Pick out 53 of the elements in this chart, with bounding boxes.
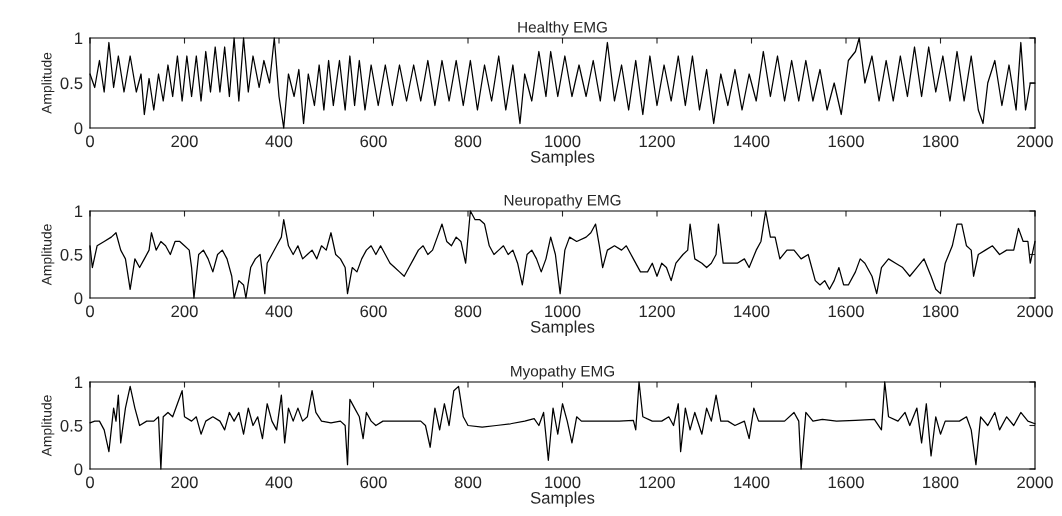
x-tick-label: 800 bbox=[454, 135, 482, 148]
x-tick-label: 2000 bbox=[1017, 135, 1053, 148]
x-tick-label: 1200 bbox=[639, 476, 675, 489]
x-tick-label: 1200 bbox=[639, 305, 675, 318]
y-tick-label: 0 bbox=[74, 292, 83, 305]
x-tick-label: 1000 bbox=[545, 305, 581, 318]
x-tick-label: 1400 bbox=[734, 476, 770, 489]
x-tick-label: 200 bbox=[171, 135, 198, 148]
x-tick-label: 1400 bbox=[734, 135, 770, 148]
y-axis-title: Amplitude bbox=[41, 395, 55, 457]
x-axis-title: Samples bbox=[530, 491, 595, 508]
x-tick-label: 800 bbox=[454, 305, 482, 318]
x-tick-label: 1000 bbox=[545, 135, 581, 148]
y-tick-label: 0 bbox=[74, 122, 83, 135]
x-tick-label: 400 bbox=[265, 476, 293, 489]
x-axis-title: Samples bbox=[530, 150, 595, 167]
y-axis-title: Amplitude bbox=[41, 224, 55, 286]
x-tick-label: 1800 bbox=[923, 476, 959, 489]
x-tick-label: 200 bbox=[171, 476, 198, 489]
y-axis-title: Amplitude bbox=[41, 52, 55, 114]
y-tick-label: 0.5 bbox=[60, 77, 83, 90]
line-series bbox=[89, 381, 1036, 470]
y-tick-label: 0.5 bbox=[60, 248, 83, 261]
x-tick-label: 1200 bbox=[639, 135, 675, 148]
x-tick-label: 400 bbox=[265, 305, 293, 318]
x-tick-label: 0 bbox=[86, 305, 94, 318]
x-tick-label: 600 bbox=[360, 135, 387, 148]
x-tick-label: 0 bbox=[86, 135, 94, 148]
x-tick-label: 1600 bbox=[828, 135, 864, 148]
chart-title: Myopathy EMG bbox=[511, 365, 614, 380]
x-tick-label: 400 bbox=[265, 135, 293, 148]
y-tick-label: 1 bbox=[75, 32, 83, 45]
x-tick-label: 200 bbox=[171, 305, 198, 318]
x-tick-label: 600 bbox=[360, 476, 387, 489]
x-tick-label: 1400 bbox=[734, 305, 770, 318]
x-tick-label: 1600 bbox=[828, 305, 864, 318]
chart-title: Neuropathy EMG bbox=[504, 194, 621, 209]
y-tick-label: 0 bbox=[74, 463, 83, 476]
y-tick-label: 1 bbox=[75, 376, 83, 389]
y-tick-label: 1 bbox=[75, 205, 83, 218]
x-tick-label: 1000 bbox=[545, 476, 581, 489]
x-axis-title: Samples bbox=[530, 320, 595, 337]
x-tick-label: 2000 bbox=[1017, 476, 1053, 489]
line-series bbox=[89, 210, 1036, 299]
x-tick-label: 1800 bbox=[923, 135, 959, 148]
x-tick-label: 600 bbox=[360, 305, 387, 318]
y-tick-label: 0.5 bbox=[60, 419, 83, 432]
x-tick-label: 1600 bbox=[828, 476, 864, 489]
x-tick-label: 0 bbox=[86, 476, 94, 489]
x-tick-label: 2000 bbox=[1017, 305, 1053, 318]
x-tick-label: 1800 bbox=[923, 305, 959, 318]
chart-title: Healthy EMG bbox=[518, 21, 607, 36]
x-tick-label: 800 bbox=[454, 476, 482, 489]
